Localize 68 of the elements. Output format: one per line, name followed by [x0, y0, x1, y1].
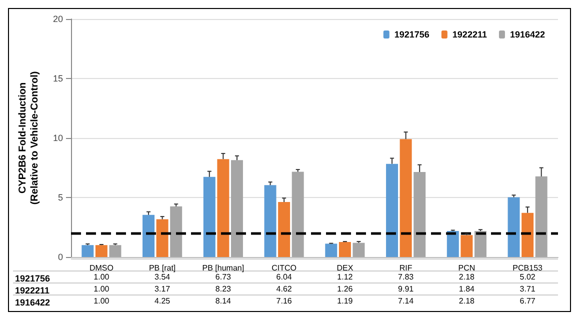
- x-tick-label: RIF: [399, 264, 412, 272]
- text: 1921756: [15, 274, 50, 284]
- bar: [230, 160, 243, 257]
- bar: [325, 244, 338, 257]
- y-tick-label: 0: [58, 252, 63, 262]
- data-label: 1.00: [94, 284, 110, 294]
- data-label: 6.04: [276, 272, 292, 282]
- data-label: 4.62: [276, 284, 292, 294]
- y-axis-title: CYP2B6 Fold-Induction (Relative to Vehicle-Control): [18, 71, 40, 205]
- x-tick-label: DEX: [336, 264, 354, 272]
- data-label: 2.18: [458, 272, 476, 282]
- data-label: 1.00: [94, 272, 110, 282]
- bar: [446, 231, 459, 257]
- bar: [278, 202, 290, 257]
- bar: [170, 206, 182, 257]
- bar: [352, 242, 365, 257]
- bar: [414, 172, 426, 257]
- x-tick-label: DMSO: [89, 264, 114, 272]
- legend-label: 1916422: [510, 30, 546, 40]
- bar: [386, 164, 398, 257]
- bar: [400, 139, 412, 257]
- data-label: 6.73: [215, 272, 232, 282]
- x-tick-label: PB [rat]: [148, 264, 176, 272]
- legend-label: 1921756: [394, 30, 430, 40]
- data-label: 1.12: [337, 272, 354, 282]
- bar: [82, 245, 94, 257]
- data-label: 7.16: [276, 296, 292, 306]
- text: 1916422: [15, 298, 50, 308]
- data-label: 6.77: [520, 296, 536, 306]
- data-label: 1.26: [337, 284, 354, 294]
- bar: [264, 185, 276, 257]
- bar: [95, 245, 108, 257]
- bar: [292, 172, 304, 257]
- x-tick-label: PB [human]: [202, 264, 244, 272]
- data-label: 4.25: [154, 296, 171, 306]
- bar: [508, 197, 520, 257]
- data-label: 3.71: [520, 284, 536, 294]
- data-label: 8.23: [215, 284, 232, 294]
- y-tick-label: 10: [52, 133, 63, 143]
- bar: [156, 219, 168, 257]
- data-label: 7.14: [398, 296, 414, 306]
- data-label: 1.84: [458, 284, 476, 294]
- bar: [522, 212, 534, 257]
- bar: [217, 159, 230, 257]
- y-tick-label: 5: [58, 192, 63, 202]
- bar: [460, 235, 473, 257]
- x-tick-label: CITCO: [272, 264, 297, 272]
- data-label: 2.18: [458, 296, 476, 306]
- y-tick-label: 15: [52, 74, 63, 84]
- data-label: 3.17: [154, 284, 171, 294]
- bar: [338, 242, 351, 257]
- x-tick-label: PCB153: [512, 264, 544, 272]
- data-label: 7.83: [398, 272, 414, 282]
- data-label: 8.14: [215, 296, 232, 306]
- legend-label: 1922211: [452, 30, 487, 40]
- data-label: 1.00: [94, 296, 110, 306]
- bar: [535, 176, 548, 257]
- text: 1922211: [15, 286, 50, 296]
- y-tick-label: 20: [52, 14, 63, 24]
- bar: [109, 245, 122, 257]
- data-label: 1.19: [337, 296, 354, 306]
- x-tick-label: PCN: [458, 264, 476, 272]
- data-label: 9.91: [398, 284, 414, 294]
- bar: [474, 231, 486, 257]
- data-label: 5.02: [520, 272, 536, 282]
- data-label: 3.54: [154, 272, 171, 282]
- bar: [203, 176, 216, 257]
- bar: [142, 214, 155, 257]
